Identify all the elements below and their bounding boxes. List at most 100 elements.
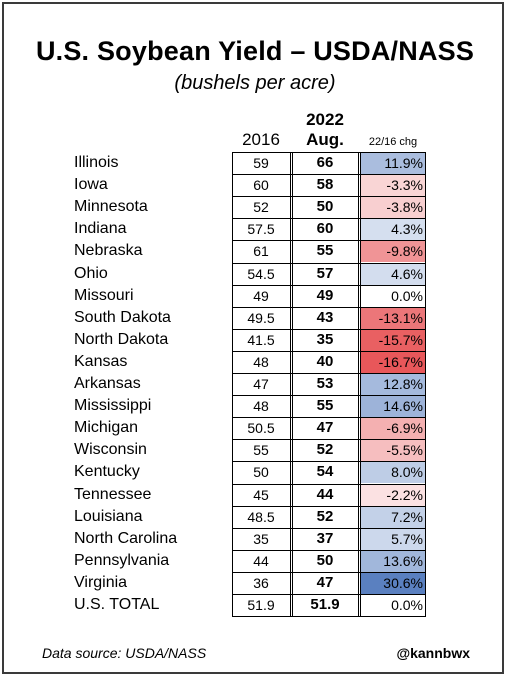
cell-change: -3.8%	[360, 196, 426, 219]
row-state-label: Minnesota	[74, 198, 148, 216]
cell-yield-2022: 52	[316, 507, 334, 525]
row-state-label: North Dakota	[74, 330, 169, 348]
row-state-label: Arkansas	[74, 375, 141, 392]
cell-yield-2016: 45	[253, 486, 269, 503]
grid-h-line	[232, 152, 426, 153]
row-state-label: Kansas	[74, 352, 128, 370]
cell-yield-2022: 60	[316, 220, 334, 238]
cell-change: 4.6%	[360, 262, 426, 285]
grid-h-line	[232, 307, 426, 308]
cell-change: 7.2%	[360, 505, 426, 528]
grid-h-line	[232, 263, 426, 264]
row-state-label: Missouri	[74, 286, 134, 304]
column-header-2022-month: Aug.	[306, 130, 344, 149]
cell-yield-2022: 50	[316, 551, 334, 569]
cell-yield-2016: 51.9	[247, 597, 275, 613]
cell-yield-2016: 35	[253, 530, 269, 547]
cell-change: -15.7%	[360, 328, 426, 351]
cell-yield-2016: 54.5	[247, 265, 275, 282]
cell-yield-2016: 49	[253, 287, 269, 304]
cell-change: -13.1%	[360, 306, 426, 329]
row-state-label: Mississippi	[74, 397, 152, 415]
cell-yield-2016: 50	[253, 464, 269, 481]
chart-subtitle: (bushels per acre)	[174, 72, 336, 94]
cell-yield-2022: 55	[316, 242, 334, 260]
cell-change: 12.8%	[360, 373, 426, 395]
cell-yield-2022: 47	[316, 573, 334, 591]
row-state-label: Wisconsin	[74, 441, 147, 459]
grid-v-line	[425, 152, 426, 617]
row-state-label: Tennessee	[74, 485, 152, 503]
grid-h-line	[232, 461, 426, 462]
row-state-label: Indiana	[74, 220, 127, 238]
cell-yield-2022: 47	[316, 419, 334, 437]
grid-h-line	[232, 351, 426, 352]
cell-change: 5.7%	[360, 527, 426, 550]
row-state-label: Pennsylvania	[74, 551, 170, 569]
grid-h-line	[232, 329, 426, 330]
cell-yield-2022: 40	[316, 352, 334, 370]
grid-h-line	[232, 528, 426, 529]
cell-yield-2016: 49.5	[247, 309, 275, 326]
grid-h-line	[232, 240, 426, 241]
grid-h-line	[232, 373, 426, 374]
cell-yield-2016: 47	[253, 376, 269, 392]
cell-yield-2022: 55	[316, 397, 334, 415]
row-state-label: Iowa	[74, 176, 108, 194]
cell-yield-2022: 35	[316, 330, 334, 348]
cell-yield-2022: 53	[316, 375, 334, 392]
cell-yield-2016: 61	[253, 243, 269, 260]
grid-h-line	[232, 484, 426, 485]
cell-change: -3.3%	[360, 174, 426, 197]
cell-yield-2022: 51.9	[310, 596, 340, 613]
cell-yield-2022: 66	[316, 154, 334, 171]
author-handle: @kannbwx	[396, 645, 470, 661]
row-state-label: Illinois	[74, 154, 119, 171]
cell-yield-2016: 50.5	[247, 420, 275, 437]
column-header-2016: 2016	[242, 130, 280, 149]
grid-v-line	[292, 152, 293, 617]
cell-change: -2.2%	[360, 483, 426, 506]
grid-h-line	[232, 218, 426, 219]
grid-h-line	[232, 174, 426, 175]
row-state-label: U.S. TOTAL	[74, 596, 160, 613]
cell-yield-2022: 49	[316, 286, 334, 304]
row-state-label: Michigan	[74, 419, 139, 437]
cell-yield-2022: 52	[316, 441, 334, 459]
grid-v-line	[290, 152, 291, 617]
cell-change: 30.6%	[360, 571, 426, 594]
cell-yield-2022: 43	[316, 308, 334, 326]
grid-h-line	[232, 616, 426, 617]
column-header-2022: 2022 Aug.	[292, 110, 358, 150]
cell-change: -16.7%	[360, 350, 426, 373]
cell-change: -5.5%	[360, 439, 426, 462]
cell-yield-2022: 57	[316, 264, 334, 282]
cell-yield-2016: 60	[253, 177, 269, 194]
data-source-note: Data source: USDA/NASS	[42, 645, 207, 661]
grid-h-line	[232, 594, 426, 595]
cell-yield-2016: 48	[253, 398, 269, 415]
cell-yield-2016: 57.5	[247, 221, 275, 238]
cell-yield-2022: 44	[316, 485, 334, 503]
cell-change: -6.9%	[360, 417, 426, 440]
row-state-label: Louisiana	[74, 507, 143, 525]
grid-h-line	[232, 550, 426, 551]
column-header-change: 22/16 chg	[368, 136, 418, 148]
cell-yield-2022: 50	[316, 198, 334, 216]
column-header-2022-year: 2022	[306, 110, 344, 129]
cell-change: 14.6%	[360, 395, 426, 418]
cell-change: 4.3%	[360, 218, 426, 241]
row-state-label: Nebraska	[74, 242, 143, 260]
cell-yield-2016: 44	[253, 552, 269, 569]
cell-yield-2016: 55	[253, 442, 269, 459]
grid-h-line	[232, 439, 426, 440]
row-state-label: Virginia	[74, 573, 128, 591]
row-state-label: South Dakota	[74, 308, 171, 326]
cell-change: 11.9%	[360, 152, 426, 174]
cell-change: 0.0%	[360, 594, 426, 616]
row-state-label: North Carolina	[74, 529, 178, 547]
cell-change: -9.8%	[360, 240, 426, 263]
grid-h-line	[232, 196, 426, 197]
row-state-label: Kentucky	[74, 463, 140, 481]
cell-change: 13.6%	[360, 549, 426, 572]
